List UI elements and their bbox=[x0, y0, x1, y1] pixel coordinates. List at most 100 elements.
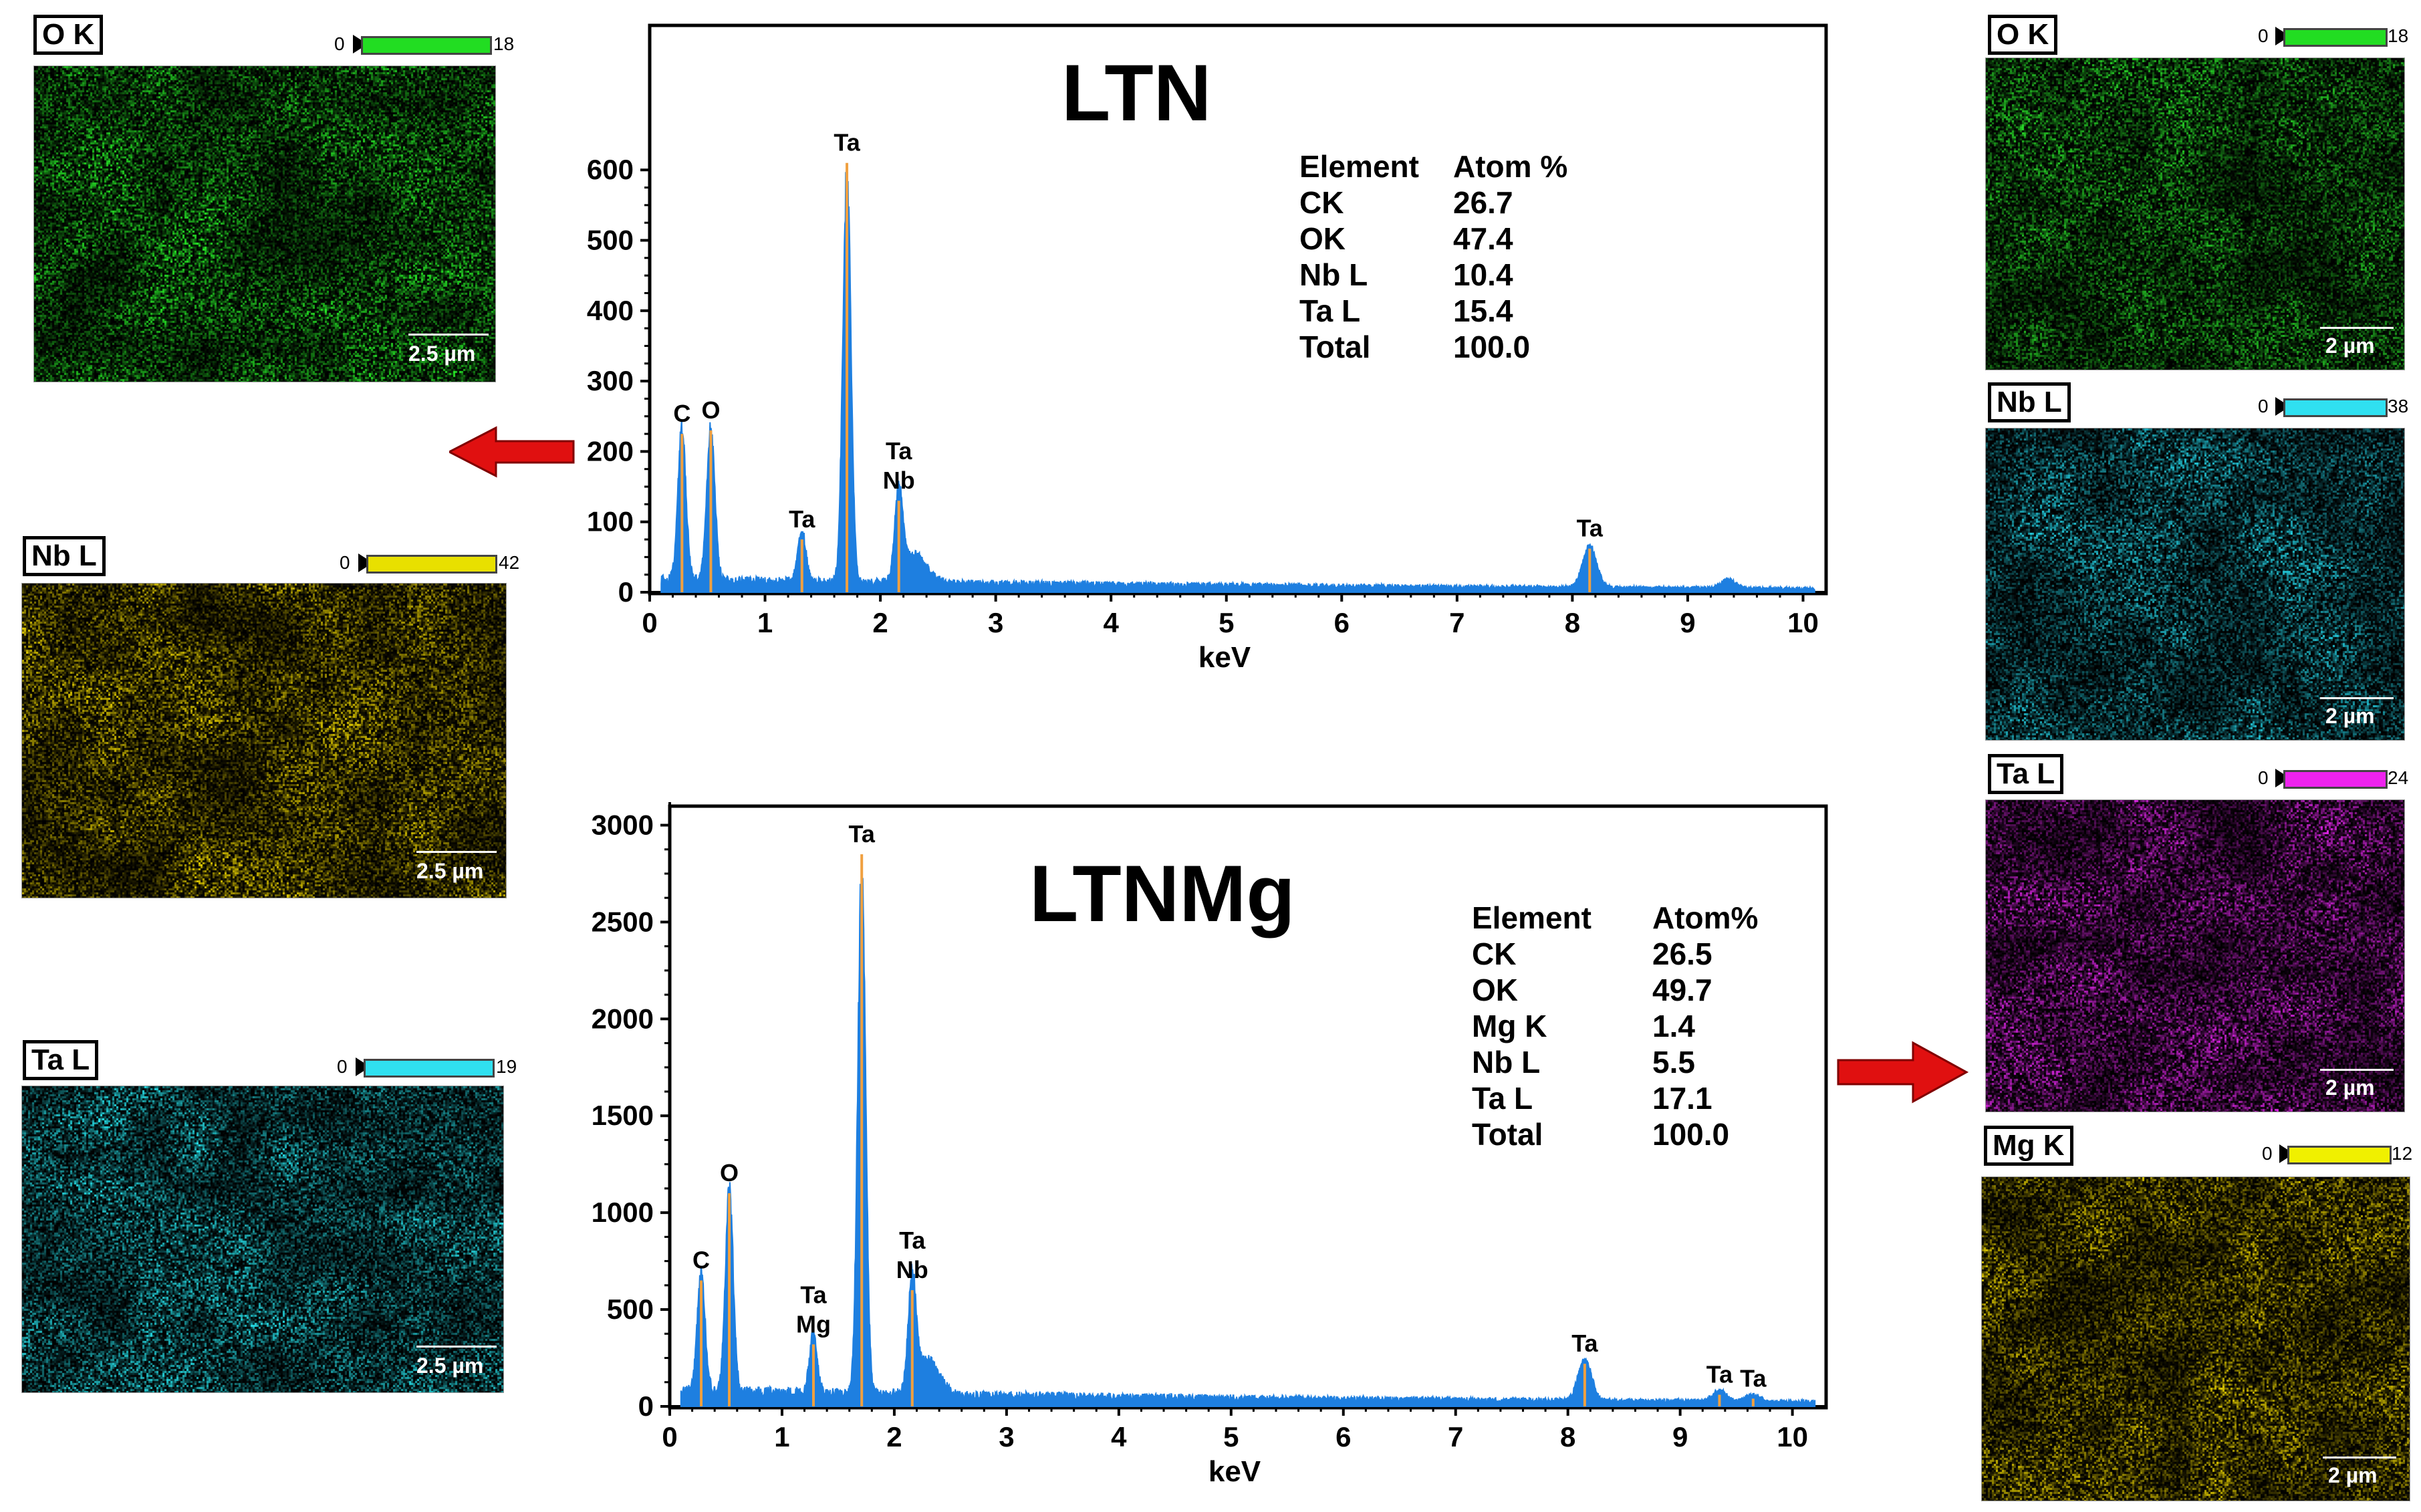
composition-value: 26.7 bbox=[1453, 185, 1513, 220]
peak-label: Ta bbox=[849, 820, 876, 848]
right-map-nb-l: Nb L 0 38 2 µm bbox=[1984, 382, 2412, 743]
x-tick-label: 4 bbox=[1104, 607, 1120, 638]
peak-label: Ta Nb bbox=[896, 1227, 928, 1283]
scale-bar-label: 2.5 µm bbox=[416, 1354, 484, 1378]
scale-min: 0 bbox=[337, 1056, 348, 1077]
peak-label: C bbox=[673, 400, 690, 427]
right-pointing-arrow-icon bbox=[1837, 1041, 1969, 1104]
peak-label: Ta bbox=[789, 505, 815, 533]
composition-row: OK 49.7 bbox=[1472, 972, 1813, 1008]
x-tick-label: 9 bbox=[1672, 1421, 1688, 1453]
y-tick-label: 600 bbox=[587, 154, 634, 185]
composition-header-atom: Atom % bbox=[1453, 149, 1568, 184]
scale-bar-label: 2 µm bbox=[2328, 1463, 2378, 1487]
composition-table-ltn: Element Atom % CK 26.7 OK 47.4 Nb L 10.4 Ta L 15.… bbox=[1299, 148, 1614, 365]
element-map-image: 2.5 µm bbox=[21, 1086, 504, 1393]
composition-header: Element Atom % bbox=[1299, 148, 1614, 184]
peak-label-line: Ta bbox=[1577, 515, 1604, 542]
map-noise bbox=[1986, 58, 2404, 370]
x-tick-label: 9 bbox=[1680, 607, 1695, 638]
x-tick-label: 8 bbox=[1565, 607, 1580, 638]
y-tick-label: 2000 bbox=[592, 1003, 654, 1034]
peak-label: O bbox=[701, 396, 720, 424]
composition-element: CK bbox=[1299, 185, 1344, 220]
composition-value: 15.4 bbox=[1453, 293, 1513, 328]
left-pointing-arrow-icon bbox=[449, 426, 575, 478]
scale-max: 12 bbox=[2392, 1143, 2413, 1164]
peak-label: Ta bbox=[1571, 1330, 1598, 1357]
spectrum-area bbox=[680, 868, 1816, 1407]
composition-element: Ta L bbox=[1472, 1081, 1533, 1116]
composition-header-element: Element bbox=[1299, 149, 1419, 184]
peak-label-line: Ta bbox=[800, 1281, 827, 1308]
composition-header-element: Element bbox=[1472, 900, 1591, 935]
composition-header-atom: Atom% bbox=[1652, 900, 1759, 935]
peak-label-line: O bbox=[701, 396, 720, 424]
scale-bar-line bbox=[416, 851, 497, 853]
scale-max: 24 bbox=[2388, 767, 2409, 788]
intensity-bar bbox=[2283, 398, 2388, 417]
x-tick-label: 1 bbox=[774, 1421, 789, 1453]
y-tick-label: 400 bbox=[587, 295, 634, 326]
left-map-ta-l: Ta L 0 19 2.5 µm bbox=[19, 1040, 517, 1394]
x-tick-label: 0 bbox=[642, 607, 657, 638]
y-tick-label: 0 bbox=[618, 576, 634, 608]
composition-value: 49.7 bbox=[1652, 973, 1712, 1007]
composition-row: Nb L 10.4 bbox=[1299, 257, 1614, 293]
peak-label: Ta bbox=[834, 129, 860, 156]
element-map-image: 2 µm bbox=[1985, 428, 2405, 741]
intensity-bar bbox=[2287, 1146, 2392, 1164]
chart-title-ltn: LTN bbox=[1061, 48, 1212, 138]
composition-row: Ta L 15.4 bbox=[1299, 293, 1614, 329]
intensity-bar bbox=[361, 36, 492, 55]
y-tick-label: 100 bbox=[587, 506, 634, 537]
peak-label-line: Ta bbox=[1706, 1361, 1733, 1388]
scale-max: 42 bbox=[499, 552, 520, 573]
map-label: Nb L bbox=[1988, 382, 2071, 422]
y-tick-label: 2500 bbox=[592, 906, 654, 937]
composition-row: Mg K 1.4 bbox=[1472, 1008, 1813, 1044]
map-label: Nb L bbox=[23, 536, 106, 576]
element-map-image: 2.5 µm bbox=[33, 66, 496, 382]
scale-bar-line bbox=[2323, 1457, 2396, 1459]
peak-label-line: C bbox=[673, 400, 690, 427]
peak-label: Ta Nb bbox=[883, 437, 915, 494]
scale-bar-label: 2 µm bbox=[2325, 704, 2375, 728]
spectrum-area bbox=[660, 172, 1815, 593]
element-map-image: 2.5 µm bbox=[21, 583, 507, 898]
scale-bar-line bbox=[408, 334, 489, 336]
chart-title-ltnmg: LTNMg bbox=[1029, 849, 1295, 938]
element-map-image: 2 µm bbox=[1985, 57, 2405, 370]
x-tick-label: 1 bbox=[757, 607, 773, 638]
map-noise bbox=[22, 1086, 503, 1392]
element-map-image: 2 µm bbox=[1985, 799, 2405, 1112]
composition-element: Nb L bbox=[1472, 1045, 1541, 1080]
peak-label-line: Nb bbox=[896, 1256, 928, 1283]
y-tick-label: 3000 bbox=[592, 809, 654, 840]
y-tick-label: 300 bbox=[587, 365, 634, 396]
peak-label-line: Ta bbox=[1571, 1330, 1598, 1357]
scale-bar-label: 2.5 µm bbox=[416, 859, 484, 883]
scale-min: 0 bbox=[2262, 1143, 2273, 1164]
composition-value: 100.0 bbox=[1453, 330, 1531, 364]
scale-max: 38 bbox=[2388, 396, 2409, 416]
x-tick-label: 8 bbox=[1560, 1421, 1575, 1453]
x-tick-label: 5 bbox=[1223, 1421, 1239, 1453]
scale-bar-line bbox=[2320, 697, 2394, 699]
peak-label-line: Ta bbox=[834, 129, 860, 156]
composition-value: 17.1 bbox=[1652, 1081, 1712, 1116]
peak-label-line: Ta bbox=[789, 505, 815, 533]
left-map-nb-l: Nb L 0 42 2.5 µm bbox=[19, 536, 519, 902]
composition-table-ltnmg: Element Atom% CK 26.5 OK 49.7 Mg K 1.4 Nb L 5.5 Ta… bbox=[1472, 900, 1813, 1152]
scale-max: 19 bbox=[496, 1056, 517, 1077]
composition-value: 10.4 bbox=[1453, 257, 1513, 292]
intensity-bar bbox=[366, 555, 497, 574]
composition-element: Ta L bbox=[1299, 293, 1361, 328]
composition-row: OK 47.4 bbox=[1299, 221, 1614, 257]
y-tick-label: 1500 bbox=[592, 1100, 654, 1131]
intensity-bar bbox=[2283, 770, 2388, 789]
map-label: O K bbox=[33, 15, 104, 55]
